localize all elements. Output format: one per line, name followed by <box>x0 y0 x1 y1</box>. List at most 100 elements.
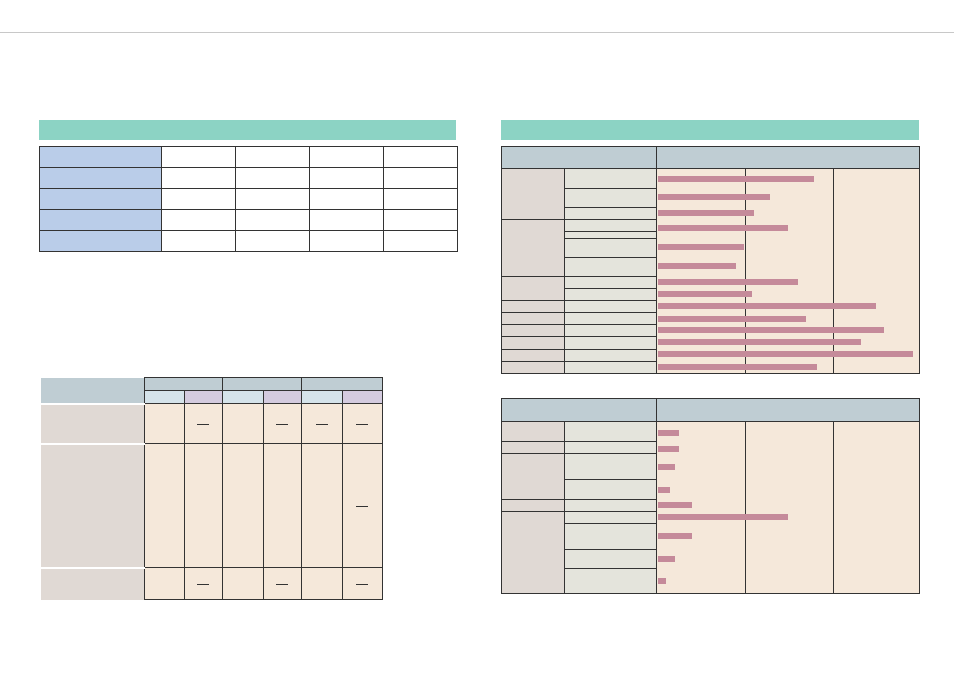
table-row <box>41 566 383 600</box>
row-separator <box>501 349 657 350</box>
row-separator <box>501 276 657 277</box>
category-column <box>501 169 564 374</box>
dash-mark <box>356 505 368 507</box>
summary-table <box>39 146 458 252</box>
dash-mark <box>315 423 328 425</box>
dash-mark <box>197 583 209 585</box>
subheader-cell <box>301 390 343 404</box>
row-separator <box>501 219 657 220</box>
bar <box>658 303 876 309</box>
table-row <box>39 167 458 189</box>
table-row <box>39 146 458 168</box>
table-cell <box>235 146 310 168</box>
row-separator <box>564 231 657 232</box>
row-label <box>39 230 162 252</box>
table-cell <box>143 567 185 600</box>
bar <box>658 430 679 436</box>
row-separator <box>501 312 657 313</box>
row-separator <box>564 479 657 480</box>
table-cell <box>309 230 384 252</box>
table-cell <box>222 403 264 444</box>
row-separator <box>501 441 657 442</box>
subheader-cell <box>184 390 223 404</box>
table-cell <box>235 209 310 231</box>
bar-layer <box>657 422 917 594</box>
row-separator <box>564 257 657 258</box>
row-label <box>41 566 144 600</box>
chart-header-left <box>501 398 657 422</box>
table-cell <box>309 167 384 189</box>
bar <box>658 291 752 297</box>
gridline <box>833 169 834 374</box>
bar <box>658 351 913 357</box>
comparison-table <box>41 377 383 600</box>
chart-header-left <box>501 146 657 169</box>
table-cell <box>184 403 223 444</box>
bar <box>658 176 814 182</box>
table-cell <box>235 188 310 210</box>
subheader-cell <box>342 390 383 404</box>
table-row <box>39 230 458 252</box>
row-label <box>39 167 162 189</box>
bar <box>658 533 692 539</box>
row-separator <box>501 453 657 454</box>
dash-mark <box>197 423 209 425</box>
table-cell <box>342 567 383 600</box>
bar <box>658 364 817 370</box>
table-cell <box>263 403 302 444</box>
corner-header-cell <box>41 377 144 404</box>
dash-mark <box>356 583 368 585</box>
table-cell <box>263 567 302 600</box>
group-header-cell <box>301 377 383 391</box>
table-subheader-row <box>41 390 383 404</box>
table-cell <box>383 209 458 231</box>
table-cell <box>301 443 343 568</box>
row-separator <box>564 207 657 208</box>
group-header-cell <box>143 377 223 391</box>
bar <box>658 556 675 562</box>
table-cell <box>383 230 458 252</box>
row-label <box>41 442 144 568</box>
table-cell <box>184 443 223 568</box>
table-cell <box>235 230 310 252</box>
bar <box>658 502 692 508</box>
dash-mark <box>276 423 288 425</box>
table-cell <box>309 146 384 168</box>
bar-layer <box>657 169 917 374</box>
bar <box>658 487 670 493</box>
group-header-cell <box>222 377 302 391</box>
row-separator <box>501 361 657 362</box>
table-bottom-border <box>501 373 920 374</box>
bar <box>658 327 884 333</box>
bottom-bar-chart-table <box>501 398 920 594</box>
gridline <box>745 422 746 594</box>
table-cell <box>161 188 236 210</box>
bar <box>658 316 806 322</box>
bar <box>658 210 754 216</box>
table-cell <box>383 167 458 189</box>
bar <box>658 244 744 250</box>
row-separator <box>564 549 657 550</box>
table-cell <box>342 403 383 444</box>
table-cell <box>222 443 264 568</box>
table-cell <box>161 167 236 189</box>
row-separator <box>564 188 657 189</box>
row-separator <box>564 288 657 289</box>
table-row <box>41 402 383 444</box>
row-separator <box>501 336 657 337</box>
row-label <box>39 209 162 231</box>
table-cell <box>309 188 384 210</box>
table-cell <box>161 230 236 252</box>
row-separator <box>501 499 657 500</box>
dash-mark <box>356 423 368 425</box>
row-separator <box>501 324 657 325</box>
subcategory-column <box>564 422 657 594</box>
row-label <box>41 402 144 444</box>
table-bottom-border <box>501 593 920 594</box>
row-separator <box>564 523 657 524</box>
table-row <box>39 209 458 231</box>
table-cell <box>383 146 458 168</box>
table-cell <box>222 567 264 600</box>
bar <box>658 263 736 269</box>
table-cell <box>263 443 302 568</box>
